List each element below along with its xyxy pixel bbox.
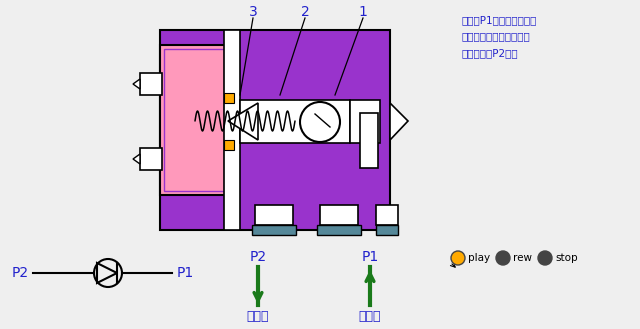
Text: play: play <box>468 253 490 263</box>
Bar <box>376 205 398 225</box>
Bar <box>240 100 350 143</box>
Circle shape <box>496 251 510 265</box>
Bar <box>360 113 378 168</box>
Text: P2: P2 <box>12 266 29 280</box>
Bar <box>160 30 390 230</box>
Text: rew: rew <box>513 253 532 263</box>
Bar <box>140 73 162 95</box>
Text: P2: P2 <box>250 250 267 264</box>
Bar <box>224 93 234 103</box>
Bar <box>160 45 228 195</box>
Bar <box>224 30 240 230</box>
Polygon shape <box>228 103 258 140</box>
Text: 流体从P1流入时，克服弹
簧力推动阀芊，使通道接
通，流体从P2流出: 流体从P1流入时，克服弹 簧力推动阀芊，使通道接 通，流体从P2流出 <box>462 15 538 58</box>
Bar <box>376 225 398 235</box>
Text: P1: P1 <box>177 266 194 280</box>
Circle shape <box>538 251 552 265</box>
Bar <box>320 205 358 225</box>
Text: 进油口: 进油口 <box>359 311 381 323</box>
Circle shape <box>451 251 465 265</box>
Text: 3: 3 <box>248 5 257 19</box>
Circle shape <box>300 102 340 142</box>
Bar <box>224 140 234 150</box>
Text: 1: 1 <box>358 5 367 19</box>
Bar <box>140 148 162 170</box>
Text: 2: 2 <box>301 5 309 19</box>
Bar <box>164 49 224 191</box>
Bar <box>252 225 296 235</box>
Polygon shape <box>133 154 140 164</box>
Bar <box>350 100 380 143</box>
Text: P1: P1 <box>362 250 379 264</box>
Bar <box>255 205 293 225</box>
Text: stop: stop <box>555 253 578 263</box>
Text: 出油口: 出油口 <box>247 311 269 323</box>
Polygon shape <box>390 103 408 140</box>
Polygon shape <box>133 79 140 89</box>
Bar <box>317 225 361 235</box>
